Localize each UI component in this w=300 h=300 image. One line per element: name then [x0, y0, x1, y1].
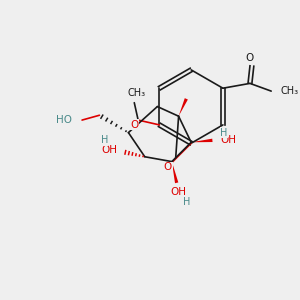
- Text: OH: OH: [220, 135, 236, 145]
- Text: CH₃: CH₃: [281, 86, 299, 96]
- Text: H: H: [183, 197, 190, 207]
- Polygon shape: [172, 162, 178, 183]
- Text: OH: OH: [171, 188, 187, 197]
- Text: O: O: [164, 162, 172, 172]
- Polygon shape: [191, 139, 212, 142]
- Text: CH₃: CH₃: [127, 88, 145, 98]
- Text: H: H: [220, 128, 228, 138]
- Text: O: O: [130, 120, 138, 130]
- Text: OH: OH: [102, 145, 118, 155]
- Text: O: O: [246, 53, 254, 63]
- Text: HO: HO: [56, 115, 72, 125]
- Polygon shape: [178, 98, 188, 116]
- Text: H: H: [100, 135, 108, 145]
